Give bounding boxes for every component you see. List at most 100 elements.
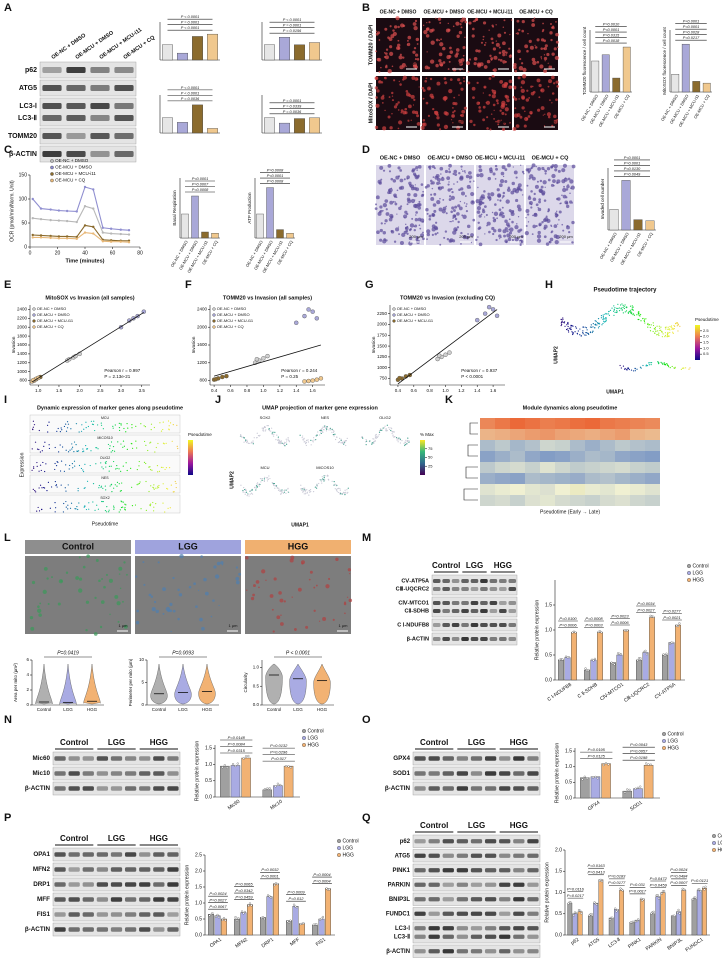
texture xyxy=(561,194,563,197)
marker xyxy=(57,209,61,212)
texture xyxy=(496,102,499,105)
texture xyxy=(523,76,525,78)
texture xyxy=(533,192,536,196)
texture xyxy=(109,613,111,616)
band xyxy=(68,882,80,887)
cell xyxy=(157,471,159,473)
cell xyxy=(605,320,607,322)
cell xyxy=(254,486,256,488)
point xyxy=(397,375,402,381)
band-label: TOMM20 xyxy=(8,133,37,140)
texture xyxy=(453,183,455,185)
texture xyxy=(556,197,559,201)
texture xyxy=(493,55,498,60)
band-label: MFN2 xyxy=(33,866,51,873)
cell xyxy=(603,320,605,322)
texture xyxy=(532,197,537,201)
texture xyxy=(550,23,552,26)
cell xyxy=(347,487,349,489)
cell xyxy=(344,439,347,442)
texture xyxy=(422,122,427,127)
texture xyxy=(122,600,124,603)
band xyxy=(414,934,426,939)
bar xyxy=(633,788,643,799)
texture xyxy=(29,615,34,620)
heat-cell xyxy=(525,440,540,451)
replicate-dot xyxy=(244,755,248,758)
x-tick-label: PINK1 xyxy=(627,937,642,950)
cell xyxy=(115,468,117,470)
cell xyxy=(139,481,141,483)
band xyxy=(54,897,66,902)
band xyxy=(139,897,151,902)
texture xyxy=(421,86,425,90)
replicate-dot xyxy=(663,890,666,893)
texture xyxy=(382,126,387,131)
cell xyxy=(621,309,623,311)
cell xyxy=(615,311,618,314)
replicate-dot xyxy=(241,910,244,913)
marker xyxy=(75,237,78,241)
texture xyxy=(492,232,495,236)
x-tick-label: Control xyxy=(37,707,52,712)
texture xyxy=(532,224,536,229)
cell xyxy=(342,491,345,494)
heat-cell xyxy=(480,418,495,429)
replicate-dot xyxy=(611,662,615,665)
texture xyxy=(491,41,494,45)
blot-strip xyxy=(52,781,181,796)
texture xyxy=(328,577,331,581)
texture xyxy=(526,184,529,187)
cell xyxy=(346,492,348,494)
texture xyxy=(407,192,411,197)
p-value: P = 0.0036 xyxy=(283,110,302,114)
texture xyxy=(571,220,575,225)
heat-cell xyxy=(495,495,510,506)
band xyxy=(110,897,123,902)
texture xyxy=(464,20,467,24)
cell xyxy=(592,326,594,328)
gene-label: MICOS10 xyxy=(97,436,112,440)
cell xyxy=(340,442,342,444)
cell xyxy=(344,489,346,491)
cell xyxy=(661,362,663,364)
cell xyxy=(566,324,568,326)
texture xyxy=(482,38,485,41)
texture xyxy=(258,586,260,589)
texture xyxy=(468,58,472,61)
cell xyxy=(162,483,164,485)
cell xyxy=(305,441,308,444)
cell xyxy=(307,441,310,443)
band-label: Mic10 xyxy=(32,770,50,777)
band xyxy=(499,771,511,776)
heat-cell xyxy=(615,462,630,473)
cell xyxy=(124,509,126,511)
texture xyxy=(399,169,403,172)
cell xyxy=(69,464,71,467)
cell xyxy=(336,488,338,490)
chart-title: TOMM20 vs Invasion (excluding CQ) xyxy=(400,295,495,301)
x-tick-label: 1.5 xyxy=(56,388,63,393)
band xyxy=(68,786,80,791)
band-label: FUNDC1 xyxy=(386,911,411,917)
texture xyxy=(492,25,495,28)
cell xyxy=(320,479,322,481)
texture xyxy=(57,602,61,606)
texture xyxy=(465,174,470,179)
texture xyxy=(541,166,545,171)
texture xyxy=(422,220,424,223)
texture xyxy=(419,227,422,230)
texture xyxy=(509,54,512,57)
cell xyxy=(47,431,49,433)
texture xyxy=(525,217,527,219)
texture xyxy=(516,223,518,225)
band xyxy=(456,949,469,954)
group-header: LGG xyxy=(178,541,198,551)
y-tick-label: 1.5 xyxy=(205,746,212,752)
cell xyxy=(332,433,335,436)
texture xyxy=(417,206,421,210)
bar xyxy=(276,229,284,239)
marker xyxy=(39,234,43,237)
texture xyxy=(452,172,455,176)
texture xyxy=(200,555,203,558)
